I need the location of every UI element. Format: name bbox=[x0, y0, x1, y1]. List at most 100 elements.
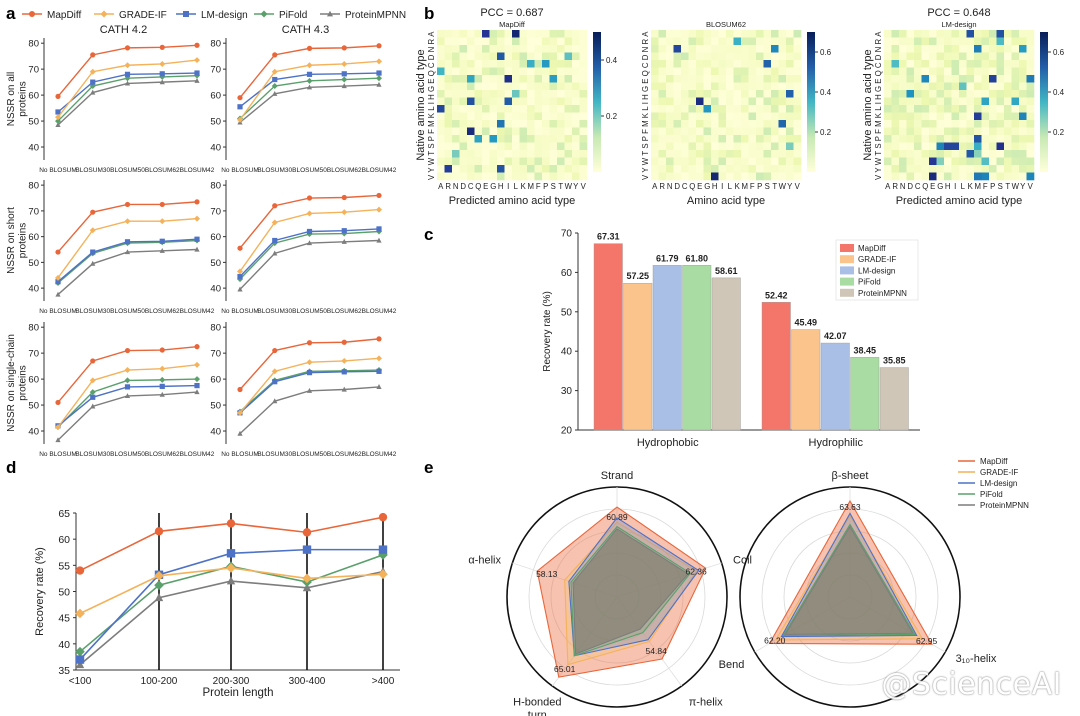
radar-polygon-PiFold bbox=[782, 523, 916, 637]
heatmap-cell bbox=[527, 30, 535, 38]
heatmap-cell bbox=[951, 97, 960, 106]
heatmap-cell bbox=[534, 112, 543, 121]
heatmap-cell bbox=[748, 105, 757, 113]
heatmap-cell bbox=[1026, 52, 1035, 61]
x-tick-label: BLOSUM50 bbox=[292, 167, 327, 174]
heatmap-cell bbox=[504, 37, 513, 46]
x-tick-label: BLOSUM42 bbox=[180, 308, 215, 315]
heatmap-cell bbox=[748, 75, 757, 83]
heatmap-cell bbox=[906, 120, 915, 128]
heatmap-cell bbox=[452, 75, 460, 83]
bar-value-label: 61.80 bbox=[685, 253, 708, 263]
heatmap-cell bbox=[519, 97, 528, 106]
heatmap-cell bbox=[651, 45, 659, 53]
heatmap-cell bbox=[951, 112, 960, 121]
heatmap-cell bbox=[437, 97, 445, 106]
heatmap-cell bbox=[658, 150, 667, 158]
heatmap-cell bbox=[981, 97, 990, 106]
heatmap-cell bbox=[793, 67, 802, 76]
heatmap-cell bbox=[696, 112, 704, 121]
heatmap-cell bbox=[666, 82, 674, 91]
heatmap-cell bbox=[1026, 157, 1035, 166]
heatmap-cell bbox=[899, 90, 907, 98]
heatmap-cell bbox=[459, 135, 468, 143]
heatmap-cell bbox=[673, 142, 682, 151]
heatmap-cell bbox=[726, 112, 734, 121]
heatmap-cell bbox=[1026, 60, 1035, 68]
heatmap-cell bbox=[763, 150, 772, 158]
bar-value-label: 58.61 bbox=[715, 266, 738, 276]
heatmap-cell bbox=[579, 127, 588, 136]
heatmap-cell bbox=[489, 30, 498, 38]
heatmap-cell bbox=[711, 60, 719, 68]
heatmap-cell bbox=[1011, 105, 1020, 113]
heatmap-cell bbox=[1019, 60, 1027, 68]
heatmap-cell bbox=[981, 105, 990, 113]
heatmap-cell bbox=[996, 142, 1005, 151]
heatmap-cell bbox=[726, 172, 734, 181]
marker-ProteinMPNN bbox=[237, 430, 243, 436]
heatmap-cell bbox=[696, 90, 704, 98]
x-axis-letter: L bbox=[961, 182, 966, 191]
heatmap-cell bbox=[989, 30, 997, 38]
heatmap-cell bbox=[966, 52, 975, 61]
heatmap-cell bbox=[681, 82, 689, 91]
heatmap-cell bbox=[748, 60, 757, 68]
heatmap-cell bbox=[741, 150, 749, 158]
x-axis-letter: K bbox=[735, 182, 741, 191]
heatmap-cell bbox=[974, 172, 982, 181]
heatmap-cell bbox=[1026, 165, 1035, 173]
x-axis-letter: P bbox=[990, 182, 995, 191]
heatmap-cell bbox=[733, 90, 742, 98]
legend-label-PiFold: PiFold bbox=[858, 278, 881, 287]
heatmap-cell bbox=[929, 90, 937, 98]
heatmap-cell bbox=[474, 142, 483, 151]
heatmap-cell bbox=[726, 67, 734, 76]
heatmap-cell bbox=[786, 52, 794, 61]
heatmap-cell bbox=[793, 90, 802, 98]
heatmap-cell bbox=[793, 150, 802, 158]
heatmap-cell bbox=[929, 97, 937, 106]
heatmap-cell bbox=[474, 67, 483, 76]
heatmap-cell bbox=[763, 135, 772, 143]
heatmap-cell bbox=[557, 142, 565, 151]
y-tick-label: 60 bbox=[210, 91, 221, 102]
heatmap-cell bbox=[944, 52, 952, 61]
heatmap-cell bbox=[527, 75, 535, 83]
x-axis-letter: L bbox=[514, 182, 519, 191]
heatmap-cell bbox=[437, 135, 445, 143]
heatmap-cell bbox=[504, 142, 513, 151]
heatmap-cell bbox=[527, 105, 535, 113]
x-axis-letter: G bbox=[937, 182, 943, 191]
marker-ProteinMPNN bbox=[302, 583, 312, 592]
radar-spoke bbox=[616, 562, 722, 598]
heatmap-cell bbox=[763, 37, 772, 46]
heatmap-cell bbox=[974, 142, 982, 151]
heatmap-cell bbox=[974, 82, 982, 91]
radar-spoke bbox=[552, 596, 618, 687]
marker-ProteinMPNN bbox=[341, 386, 347, 392]
x-axis-letter: K bbox=[521, 182, 527, 191]
heatmap-cell bbox=[786, 135, 794, 143]
heatmap-cell bbox=[534, 90, 543, 98]
heatmap-cell bbox=[1026, 75, 1035, 83]
marker-MapDiff bbox=[376, 336, 382, 342]
radar-polygon-MapDiff bbox=[768, 499, 933, 645]
heatmap-cell bbox=[452, 52, 460, 61]
heatmap-cell bbox=[534, 37, 543, 46]
heatmap-cell bbox=[966, 67, 975, 76]
heatmap-cell bbox=[726, 60, 734, 68]
marker-MapDiff bbox=[237, 245, 243, 251]
heatmap-cell bbox=[474, 75, 483, 83]
heatmap-cell bbox=[474, 157, 483, 166]
heatmap-cell bbox=[467, 45, 475, 53]
radar-polygon-GRADE-IF bbox=[774, 514, 924, 641]
heatmap-cell bbox=[512, 97, 520, 106]
heatmap-cell bbox=[572, 165, 580, 173]
heatmap-cell bbox=[489, 142, 498, 151]
heatmap-cell bbox=[681, 90, 689, 98]
heatmap-cell bbox=[741, 37, 749, 46]
heatmap-cell bbox=[793, 82, 802, 91]
heatmap-cell bbox=[497, 165, 505, 173]
x-tick-label: No BLOSUM bbox=[39, 167, 77, 174]
